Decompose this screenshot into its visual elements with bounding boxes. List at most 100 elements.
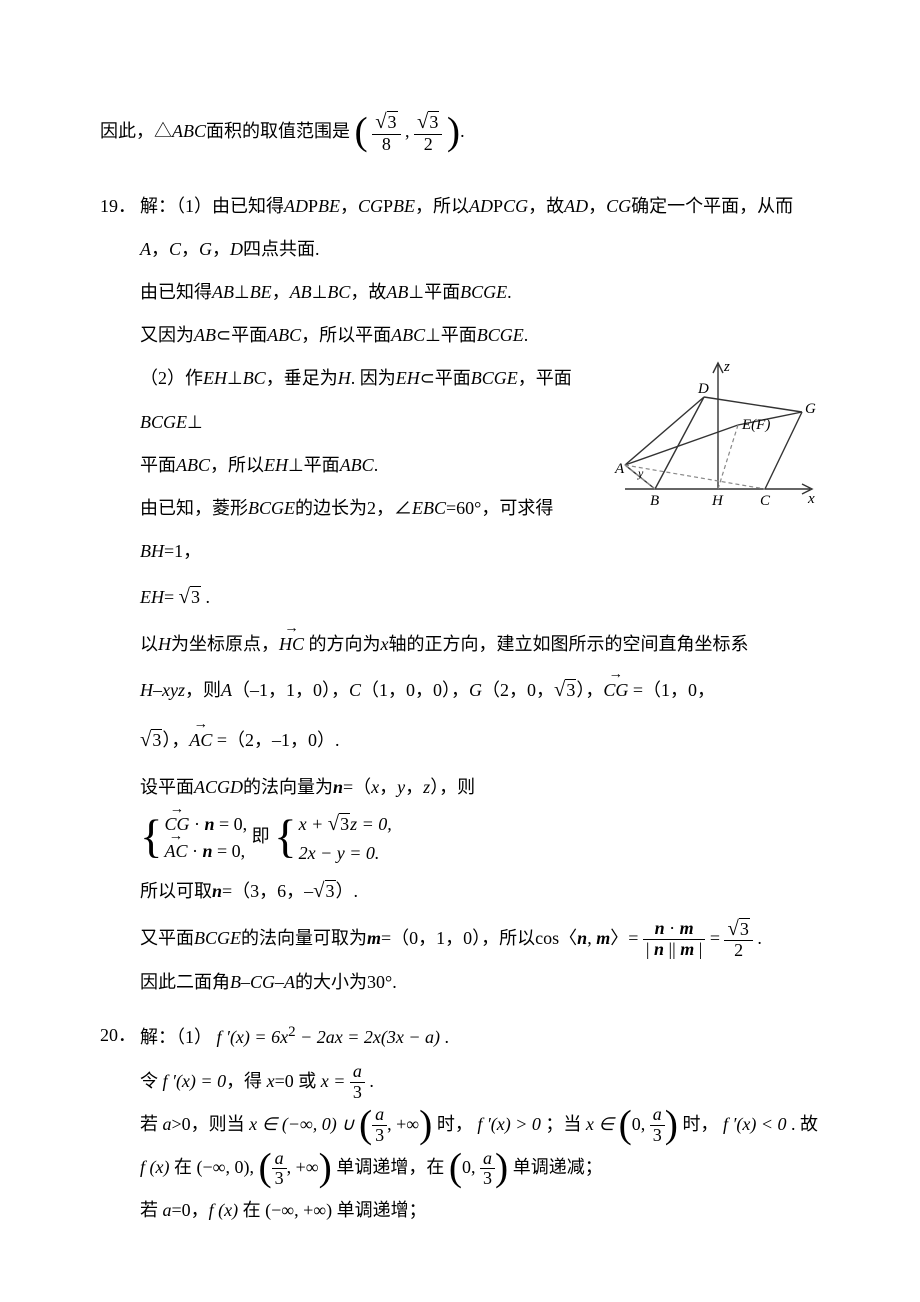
t: 又因为 — [140, 325, 194, 345]
t: 由已知得 — [140, 282, 212, 302]
t: 3 — [372, 1126, 387, 1146]
q20-frac-a3: a3 — [350, 1062, 365, 1103]
t: . — [524, 325, 529, 345]
t: ，垂足为 — [266, 368, 338, 388]
t: y — [397, 777, 405, 797]
intro-frac2-top: 3 — [428, 111, 439, 132]
q19-number: 19． — [100, 185, 140, 228]
t: （1，0，0）， — [361, 680, 469, 700]
t: . — [374, 455, 379, 475]
t: 在 — [238, 1200, 265, 1220]
vec-ac: AC — [189, 719, 212, 762]
intro-frac1-top: 3 — [387, 111, 398, 132]
t: P — [493, 196, 503, 216]
t: H — [158, 634, 171, 654]
t: m — [367, 928, 381, 948]
t: AB — [386, 282, 408, 302]
t: f ′(x) = 6x — [217, 1027, 289, 1047]
t: （2，0， — [482, 680, 554, 700]
t: m — [680, 939, 694, 959]
t: 2 — [288, 1024, 296, 1040]
q19-system: { CG · n = 0, AC · n = 0, 即 { x + √3z = … — [140, 809, 820, 867]
t: − 2ax = 2x(3x − a) — [296, 1027, 440, 1047]
t: 确定一个平面，从而 — [631, 196, 793, 216]
vec-cg: CG — [603, 669, 628, 712]
q20-l1: 解：（1） f ′(x) = 6x2 − 2ax = 2x(3x − a) . — [140, 1014, 820, 1059]
t: CG — [503, 196, 528, 216]
t: 轴的正方向，建立如图所示的空间直角坐标系 — [389, 634, 749, 654]
t: ， — [340, 196, 358, 216]
t: 3 — [190, 586, 201, 607]
page: 因此，△ABC面积的取值范围是 ( √3 8 , √3 2 ). 19． 解：（… — [0, 0, 920, 1302]
t: 以 — [140, 634, 158, 654]
t: CG — [606, 196, 631, 216]
q19-l16: 因此二面角B–CG–A的大小为30°. — [140, 961, 820, 1004]
t: G — [199, 239, 212, 259]
t: BE — [393, 196, 415, 216]
t: C — [169, 239, 181, 259]
t: CG — [358, 196, 383, 216]
t: ⊥平面 — [425, 325, 477, 345]
t: 设平面 — [140, 777, 194, 797]
t: ABC — [267, 325, 301, 345]
t: 解：（1） — [140, 1027, 217, 1047]
t: n — [212, 881, 222, 901]
t: n — [654, 939, 664, 959]
q19-frac-sqrt32: √3 2 — [724, 918, 752, 962]
t: x — [267, 1071, 275, 1091]
t: A — [140, 239, 151, 259]
t: ， — [181, 239, 199, 259]
t: 四点共面. — [243, 239, 320, 259]
t: 〉= — [610, 928, 643, 948]
t: xyz — [162, 680, 185, 700]
t: 单调递增，在 — [332, 1157, 449, 1177]
t: ，平面 — [518, 368, 572, 388]
q20: 20． 解：（1） f ′(x) = 6x2 − 2ax = 2x(3x − a… — [100, 1014, 820, 1232]
t: · — [187, 841, 202, 861]
t: x + — [299, 814, 328, 834]
t: f ′(x) = 0 — [163, 1071, 227, 1091]
t: = 0, — [213, 841, 246, 861]
t: =60°，可求得 — [446, 498, 553, 518]
t: a — [163, 1114, 172, 1134]
t: ， — [379, 777, 397, 797]
q20-number: 20． — [100, 1014, 140, 1057]
t: 即 — [252, 826, 270, 846]
t: ⊥平面 — [408, 282, 460, 302]
q19-frac-nm: n · m | n || m | — [643, 919, 705, 960]
intro-frac1: √3 8 — [372, 111, 400, 155]
q19-l2: A，C，G，D四点共面. — [140, 228, 820, 271]
t: 单调递增； — [332, 1200, 427, 1220]
q20-l3: 若 a>0，则当 x ∈ (−∞, 0) ∪ (a3, +∞) 时， f ′(x… — [140, 1103, 820, 1146]
t: 的方向为 — [304, 634, 381, 654]
svg-text:B: B — [650, 493, 659, 509]
t: 的法向量为 — [243, 777, 333, 797]
t: =（3，6，– — [222, 881, 313, 901]
t: AC — [164, 838, 187, 865]
q19-l1: 解：（1）由已知得ADPBE，CGPBE，所以ADPCG，故AD，CG确定一个平… — [140, 185, 820, 228]
t: z = 0, — [350, 814, 392, 834]
intro-frac2: √3 2 — [414, 111, 442, 155]
t: 为坐标原点， — [171, 634, 279, 654]
t: a — [350, 1062, 365, 1083]
t: cos〈 — [535, 928, 577, 948]
t: 3 — [650, 1126, 665, 1146]
t: ⊂平面 — [216, 325, 267, 345]
t: 3 — [339, 813, 350, 834]
q19-l11: √3），AC =（2，–1，0）. — [140, 716, 820, 766]
t: ， — [272, 282, 290, 302]
t: ；当 — [541, 1114, 586, 1134]
t: ）， — [162, 730, 189, 750]
svg-text:G: G — [805, 401, 816, 417]
t: BCGE — [471, 368, 518, 388]
t: 解：（1）由已知得 — [140, 196, 284, 216]
t: =（ — [343, 777, 371, 797]
t: ， — [151, 239, 169, 259]
t: ABC — [391, 325, 425, 345]
t: . — [507, 282, 512, 302]
t: CG — [250, 972, 275, 992]
t: m — [680, 918, 694, 938]
vec-hc: HC — [279, 623, 304, 666]
t: | — [646, 939, 654, 959]
intro-frac1-bot: 8 — [372, 135, 400, 155]
